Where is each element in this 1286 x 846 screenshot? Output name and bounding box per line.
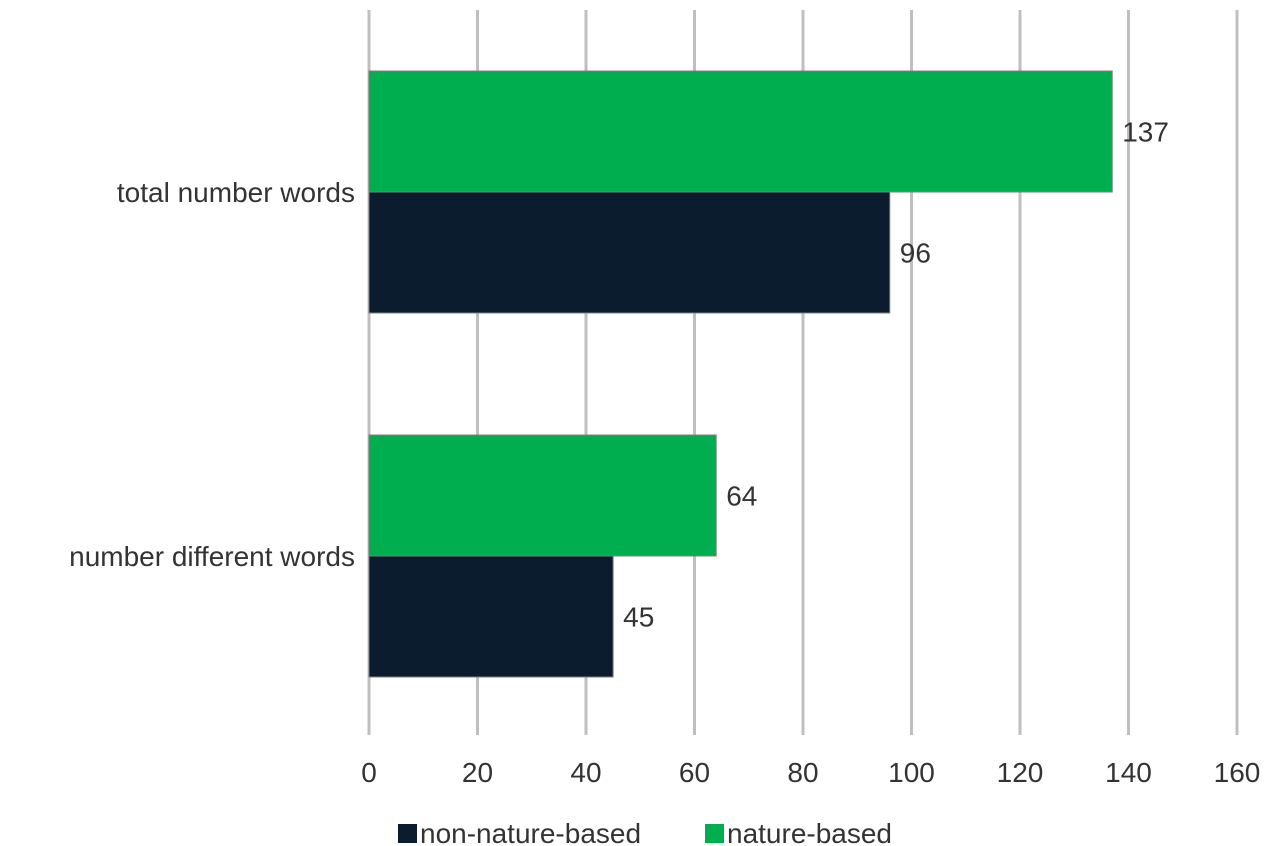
x-tick-label: 20 — [462, 757, 493, 788]
data-label: 137 — [1122, 117, 1169, 148]
x-tick-label: 80 — [787, 757, 818, 788]
bar-non-nature-based-0 — [368, 191, 891, 314]
bars — [368, 70, 1113, 678]
bar-non-nature-based-1 — [368, 555, 614, 678]
x-axis-tick-labels: 0 20 40 60 80 100 120 140 160 — [361, 757, 1260, 788]
data-labels: 137 96 64 45 — [623, 117, 1169, 633]
x-tick-label: 40 — [570, 757, 601, 788]
category-label: total number words — [117, 177, 355, 208]
legend-label: nature-based — [727, 818, 892, 846]
x-tick-label: 0 — [361, 757, 377, 788]
category-label: number different words — [69, 541, 355, 572]
x-tick-label: 160 — [1214, 757, 1261, 788]
legend-label: non-nature-based — [420, 818, 641, 846]
x-tick-label: 120 — [997, 757, 1044, 788]
x-tick-label: 100 — [888, 757, 935, 788]
category-labels: total number words number different words — [69, 177, 355, 572]
bar-nature-based-0 — [368, 70, 1113, 193]
legend-swatch-nature-based — [705, 824, 724, 843]
x-tick-label: 140 — [1105, 757, 1152, 788]
bar-nature-based-1 — [368, 434, 717, 557]
data-label: 64 — [726, 481, 757, 512]
data-label: 45 — [623, 602, 654, 633]
legend-swatch-non-nature-based — [398, 824, 417, 843]
legend: non-nature-based nature-based — [398, 818, 892, 846]
x-tick-label: 60 — [679, 757, 710, 788]
data-label: 96 — [900, 238, 931, 269]
